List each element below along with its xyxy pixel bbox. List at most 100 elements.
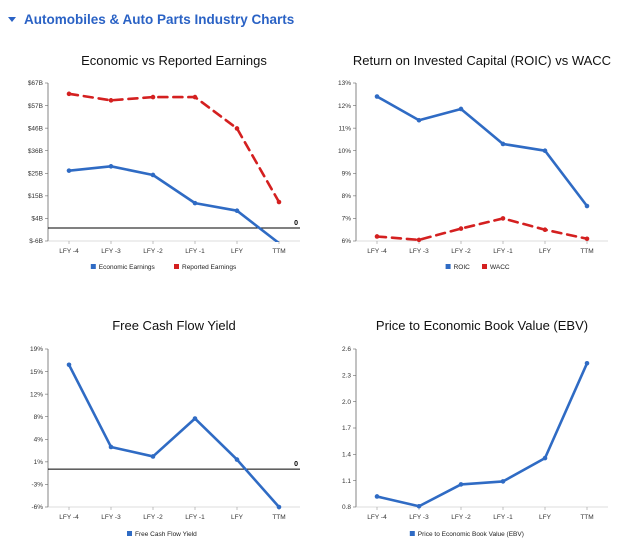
y-tick-label: 2.0	[342, 399, 351, 406]
legend-swatch	[174, 264, 179, 269]
y-tick-label: 1.1	[342, 478, 351, 485]
data-point-reported-earnings	[192, 94, 198, 100]
data-point-wacc	[500, 216, 506, 221]
y-tick-label: 0.8	[342, 504, 351, 511]
data-point-free-cash-flow-yield	[192, 416, 198, 421]
y-tick-label: 13%	[338, 80, 351, 87]
legend-swatch	[90, 264, 96, 269]
y-tick-label: -3%	[31, 482, 43, 489]
series-line-economic-earnings	[67, 165, 280, 242]
chart-svg: Free Cash Flow Yield -6% -3% 1% 4% 8% 12% 15% 19…	[30, 318, 300, 538]
y-tick-label: 15%	[30, 369, 43, 376]
data-point-roic	[542, 148, 548, 154]
chart-free-cash-flow-yield: Free Cash Flow Yield -6% -3% 1% 4% 8% 12% 15% 19…	[10, 312, 310, 547]
data-point-reported-earnings	[150, 94, 156, 100]
y-tick-label: 2.3	[342, 373, 351, 380]
data-point-price-to-economic-book-value-ebv	[500, 479, 506, 484]
y-tick-label: $36B	[28, 148, 43, 155]
data-point-free-cash-flow-yield	[234, 457, 240, 462]
x-tick-label: LFY -4	[367, 248, 387, 255]
data-point-reported-earnings	[66, 91, 72, 97]
chart-economic-vs-reported-earnings: Economic vs Reported Earnings $-6B $4B $15B…	[10, 45, 310, 285]
x-tick-label: LFY -2	[451, 248, 471, 255]
legend-swatch	[482, 264, 487, 269]
chart-svg: Price to Economic Book Value (EBV) 0.8 1.1…	[342, 318, 608, 538]
chart-title: Return on Invested Capital (ROIC) vs WAC…	[353, 53, 611, 68]
y-tick-label: $4B	[31, 216, 43, 223]
y-tick-label: 12%	[338, 103, 351, 110]
y-tick-label: 6%	[342, 238, 352, 245]
y-tick-label: 11%	[338, 125, 351, 132]
y-tick-label: $46B	[28, 125, 43, 132]
data-point-roic	[584, 203, 590, 209]
x-tick-label: LFY -4	[59, 248, 79, 255]
data-point-wacc	[584, 236, 590, 242]
y-tick-label: 9%	[342, 170, 352, 177]
data-point-wacc	[374, 234, 380, 239]
data-point-reported-earnings	[234, 126, 240, 131]
data-point-economic-earnings	[66, 168, 72, 173]
x-tick-label: LFY -3	[101, 514, 121, 521]
y-tick-label: $25B	[28, 170, 43, 177]
legend-label: Economic Earnings	[99, 264, 156, 271]
y-tick-label: 7%	[342, 216, 352, 223]
data-point-economic-earnings	[234, 208, 240, 213]
data-point-price-to-economic-book-value-ebv	[542, 455, 548, 461]
y-tick-label: 1%	[34, 459, 44, 466]
x-tick-label: LFY -1	[185, 248, 205, 255]
section-header[interactable]: Automobiles & Auto Parts Industry Charts	[8, 8, 294, 30]
x-tick-label: LFY	[539, 514, 552, 521]
data-point-wacc	[542, 227, 548, 233]
legend-swatch	[127, 531, 132, 536]
x-tick-label: LFY -3	[409, 514, 429, 521]
x-tick-label: LFY	[539, 248, 552, 255]
series-line-wacc	[375, 217, 589, 242]
caret-down-icon[interactable]	[8, 17, 16, 22]
x-tick-label: LFY -4	[367, 514, 387, 521]
y-tick-label: 10%	[338, 148, 351, 155]
series-line-roic	[375, 95, 589, 208]
data-point-price-to-economic-book-value-ebv	[584, 360, 590, 366]
chart-title: Economic vs Reported Earnings	[81, 53, 267, 68]
zero-reference-label: 0	[294, 220, 298, 227]
y-tick-label: $67B	[28, 80, 43, 87]
data-point-roic	[416, 117, 422, 123]
legend-label: Price to Economic Book Value (EBV)	[418, 531, 524, 538]
data-point-roic	[374, 94, 380, 99]
chart-roic-vs-wacc: Return on Invested Capital (ROIC) vs WAC…	[318, 45, 618, 285]
y-tick-label: 1.4	[342, 452, 351, 459]
x-tick-label: LFY -1	[185, 514, 205, 521]
y-tick-label: 1.7	[342, 425, 351, 432]
data-point-free-cash-flow-yield	[150, 454, 156, 459]
legend-label: Free Cash Flow Yield	[135, 531, 197, 538]
x-tick-label: LFY	[231, 514, 244, 521]
data-point-price-to-economic-book-value-ebv	[458, 482, 464, 487]
chart-title: Free Cash Flow Yield	[112, 318, 236, 333]
x-tick-label: LFY -2	[143, 514, 163, 521]
data-point-reported-earnings	[108, 98, 114, 103]
data-point-economic-earnings	[192, 200, 198, 206]
data-point-wacc	[416, 237, 422, 243]
data-point-economic-earnings	[150, 172, 156, 178]
legend-label: WACC	[490, 264, 510, 271]
x-tick-label: LFY -2	[451, 514, 471, 521]
y-tick-label: 8%	[34, 414, 44, 421]
x-tick-label: TTM	[580, 514, 593, 521]
x-tick-label: LFY -4	[59, 514, 79, 521]
legend-label: ROIC	[454, 264, 471, 271]
zero-reference-label: 0	[294, 461, 298, 468]
data-point-wacc	[458, 226, 464, 231]
data-point-reported-earnings	[276, 199, 282, 205]
y-tick-label: 4%	[34, 436, 44, 443]
x-tick-label: LFY -1	[493, 514, 513, 521]
y-tick-label: -6%	[31, 504, 43, 511]
data-point-roic	[500, 141, 506, 147]
x-tick-label: TTM	[272, 514, 285, 521]
y-tick-label: $15B	[28, 193, 43, 200]
legend-swatch	[409, 531, 415, 536]
legend-swatch	[445, 264, 451, 269]
y-tick-label: $-6B	[29, 238, 43, 245]
x-tick-label: LFY -2	[143, 248, 163, 255]
series-line-price-to-economic-book-value-ebv	[375, 361, 589, 508]
chart-title: Price to Economic Book Value (EBV)	[376, 318, 588, 333]
